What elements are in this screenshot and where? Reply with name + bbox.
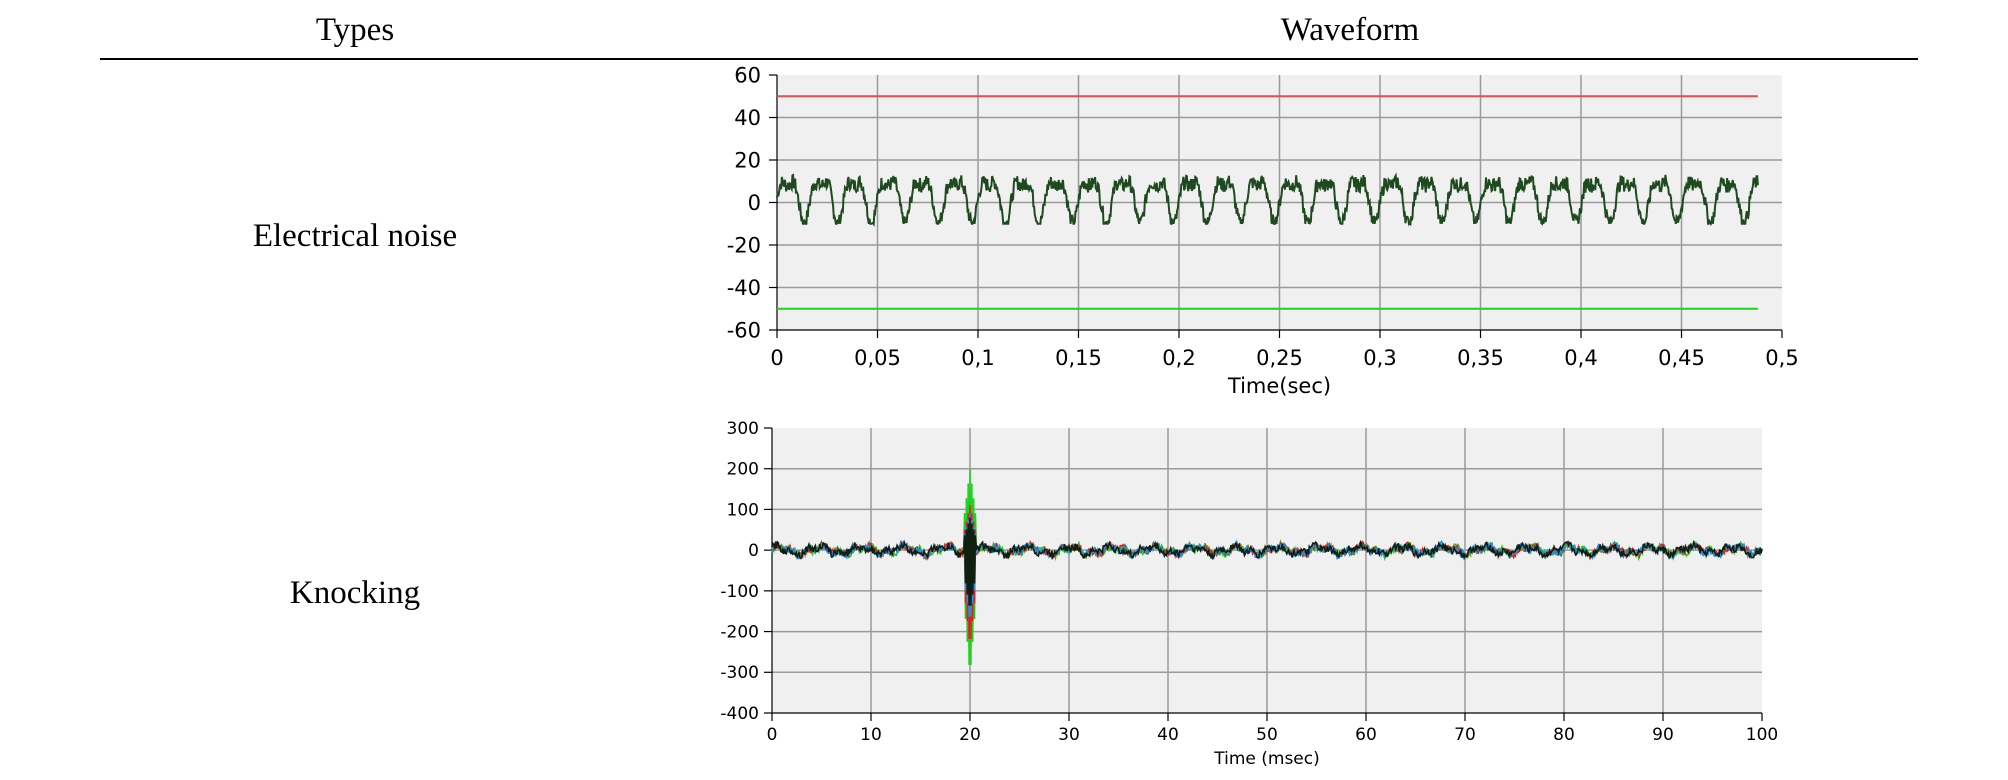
- x-tick-label: 0,35: [1457, 346, 1504, 370]
- knocking-chart: 0 10 20 30 40 50 60 70 80 90 100 300 200 100 0 -100 -200…: [720, 419, 1778, 769]
- y-tick-label: 0: [748, 541, 759, 561]
- electrical-noise-chart: 0 0,05 0,1 0,15 0,2 0,25 0,3 0,35 0,4 0,45 0,5 60 40…: [727, 63, 1799, 398]
- x-tick-label: 0: [770, 346, 783, 370]
- x-tick-label: 60: [1355, 725, 1377, 745]
- y-tick-label: -20: [727, 233, 761, 257]
- x-tick-label: 40: [1157, 725, 1179, 745]
- x-tick-label: 0,1: [961, 346, 994, 370]
- x-tick-label: 0,45: [1658, 346, 1705, 370]
- x-tick-label: 10: [860, 725, 882, 745]
- x-tick-label: 100: [1746, 725, 1778, 745]
- x-tick-label: 90: [1652, 725, 1674, 745]
- x-tick-label: 0: [767, 725, 778, 745]
- x-tick-label: 0,05: [854, 346, 901, 370]
- column-header-waveform: Waveform: [1280, 12, 1420, 48]
- y-tick-label: -300: [720, 663, 759, 683]
- x-tick-label: 80: [1553, 725, 1575, 745]
- x-tick-label: 0,25: [1256, 346, 1303, 370]
- y-tick-label: 60: [734, 63, 761, 87]
- x-tick-label: 0,3: [1363, 346, 1396, 370]
- y-tick-label: -200: [720, 623, 759, 643]
- y-tick-label: 100: [727, 500, 759, 520]
- y-tick-label: 20: [734, 148, 761, 172]
- row-label-knocking: Knocking: [289, 575, 421, 611]
- y-tick-label: -60: [727, 318, 761, 342]
- column-header-types: Types: [315, 12, 395, 48]
- y-tick-label: -100: [720, 582, 759, 602]
- x-tick-label: 20: [959, 725, 981, 745]
- x-tick-label: 50: [1256, 725, 1278, 745]
- x-tick-label: 70: [1454, 725, 1476, 745]
- y-tick-label: 200: [727, 460, 759, 480]
- x-tick-label: 0,4: [1564, 346, 1597, 370]
- x-tick-label: 0,5: [1765, 346, 1798, 370]
- series-line: [771, 517, 1763, 606]
- x-axis-label: Time (msec): [1213, 749, 1320, 769]
- x-axis-label: Time(sec): [1227, 374, 1331, 398]
- x-tick-label: 0,15: [1055, 346, 1102, 370]
- y-tick-label: 0: [748, 191, 761, 215]
- header-rule: [100, 58, 1918, 60]
- row-label-electrical-noise: Electrical noise: [252, 218, 458, 254]
- x-tick-label: 0,2: [1162, 346, 1195, 370]
- y-tick-label: -40: [727, 276, 761, 300]
- y-tick-label: 300: [727, 419, 759, 439]
- y-tick-label: -400: [720, 704, 759, 724]
- y-tick-label: 40: [734, 106, 761, 130]
- series-line: [776, 172, 1759, 227]
- x-tick-label: 30: [1058, 725, 1080, 745]
